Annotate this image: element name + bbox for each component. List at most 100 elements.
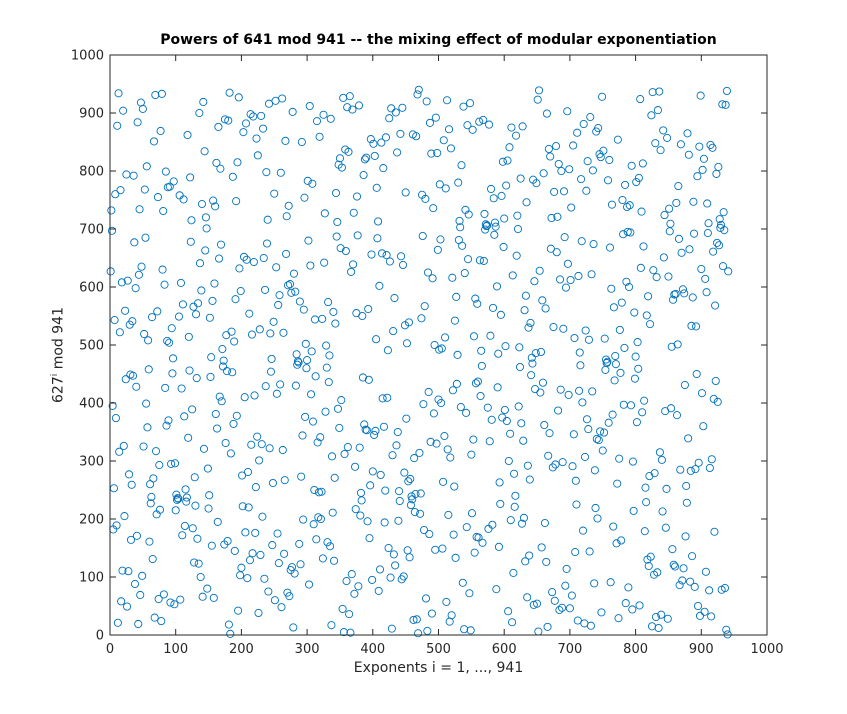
scatter-point: [714, 241, 724, 250]
scatter-point: [228, 172, 237, 181]
scatter-point: [625, 201, 634, 210]
scatter-point: [709, 247, 718, 256]
scatter-point: [224, 116, 233, 125]
scatter-point: [236, 571, 245, 580]
scatter-point: [259, 124, 268, 133]
scatter-point: [138, 571, 147, 580]
scatter-point: [412, 132, 421, 141]
scatter-point: [435, 180, 444, 189]
scatter-point: [329, 556, 339, 565]
scatter-point: [646, 552, 655, 561]
scatter-point: [115, 328, 124, 337]
scatter-point: [383, 346, 392, 355]
scatter-point: [480, 209, 489, 218]
scatter-point: [396, 129, 405, 138]
scatter-point: [337, 163, 346, 172]
scatter-point: [659, 253, 668, 262]
scatter-point: [257, 111, 266, 120]
scatter-point: [680, 380, 689, 390]
scatter-point: [516, 174, 525, 183]
scatter-point: [504, 607, 513, 616]
scatter-point: [119, 441, 128, 450]
scatter-point: [504, 456, 513, 466]
scatter-point: [352, 192, 362, 201]
scatter-point: [452, 292, 461, 301]
scatter-point: [696, 91, 705, 100]
scatter-point: [273, 529, 282, 538]
scatter-point: [506, 429, 515, 438]
scatter-point: [167, 324, 176, 333]
scatter-point: [149, 137, 159, 146]
scatter-point: [471, 379, 481, 388]
scatter-point: [642, 311, 651, 320]
scatter-point: [159, 590, 168, 599]
scatter-point: [546, 244, 555, 253]
scatter-point: [374, 217, 383, 226]
scatter-point: [178, 531, 187, 540]
scatter-point: [581, 326, 590, 335]
scatter-point: [715, 215, 724, 224]
scatter-point: [249, 112, 258, 121]
scatter-point: [274, 300, 283, 310]
scatter-point: [340, 449, 349, 459]
scatter-point: [160, 280, 169, 289]
scatter-point: [312, 535, 321, 544]
scatter-point: [723, 630, 732, 639]
scatter-point: [197, 200, 207, 209]
scatter-point: [583, 157, 592, 166]
scatter-point: [686, 577, 695, 586]
scatter-point: [552, 248, 561, 257]
scatter-point: [606, 578, 615, 587]
scatter-point: [577, 237, 586, 246]
scatter-point: [586, 113, 595, 122]
y-axis-label: 627i mod 941: [50, 295, 70, 415]
scatter-point: [170, 600, 179, 609]
scatter-point: [594, 124, 603, 133]
scatter-point: [413, 90, 422, 99]
scatter-point: [148, 554, 157, 564]
scatter-point: [431, 113, 440, 122]
scatter-point: [503, 156, 512, 165]
scatter-point: [379, 164, 388, 173]
scatter-point: [359, 171, 368, 180]
scatter-point: [178, 300, 187, 309]
scatter-point: [483, 221, 492, 230]
scatter-point: [387, 624, 396, 633]
scatter-point: [302, 364, 311, 373]
scatter-point: [115, 447, 124, 456]
scatter-point: [221, 438, 230, 448]
scatter-point: [585, 547, 594, 556]
scatter-point: [428, 274, 437, 283]
scatter-point: [425, 530, 434, 539]
scatter-point: [466, 626, 475, 635]
scatter-point: [465, 589, 474, 598]
scatter-point: [682, 481, 691, 490]
scatter-point: [303, 176, 312, 185]
scatter-point: [320, 258, 329, 267]
scatter-point: [165, 182, 174, 191]
scatter-point: [191, 501, 200, 510]
scatter-point: [600, 334, 609, 343]
x-axis-label: Exponents i = 1, ..., 941: [353, 660, 524, 676]
scatter-point: [130, 579, 140, 589]
scatter-point: [121, 306, 130, 315]
scatter-point: [331, 319, 340, 328]
scatter-point: [636, 263, 645, 272]
scatter-point: [146, 499, 155, 508]
scatter-point: [558, 458, 567, 467]
scatter-point: [420, 302, 429, 311]
scatter-point: [139, 442, 148, 451]
scatter-point: [271, 96, 280, 105]
scatter-point: [488, 520, 497, 529]
scatter-point: [506, 516, 515, 525]
scatter-point: [109, 484, 118, 493]
x-tick-label: 800: [623, 642, 648, 657]
scatter-point: [194, 559, 203, 568]
scatter-point: [300, 193, 309, 202]
scatter-point: [184, 433, 193, 442]
scatter-point: [218, 345, 227, 354]
scatter-point: [239, 128, 248, 137]
scatter-point: [339, 93, 348, 102]
scatter-point: [442, 96, 452, 105]
